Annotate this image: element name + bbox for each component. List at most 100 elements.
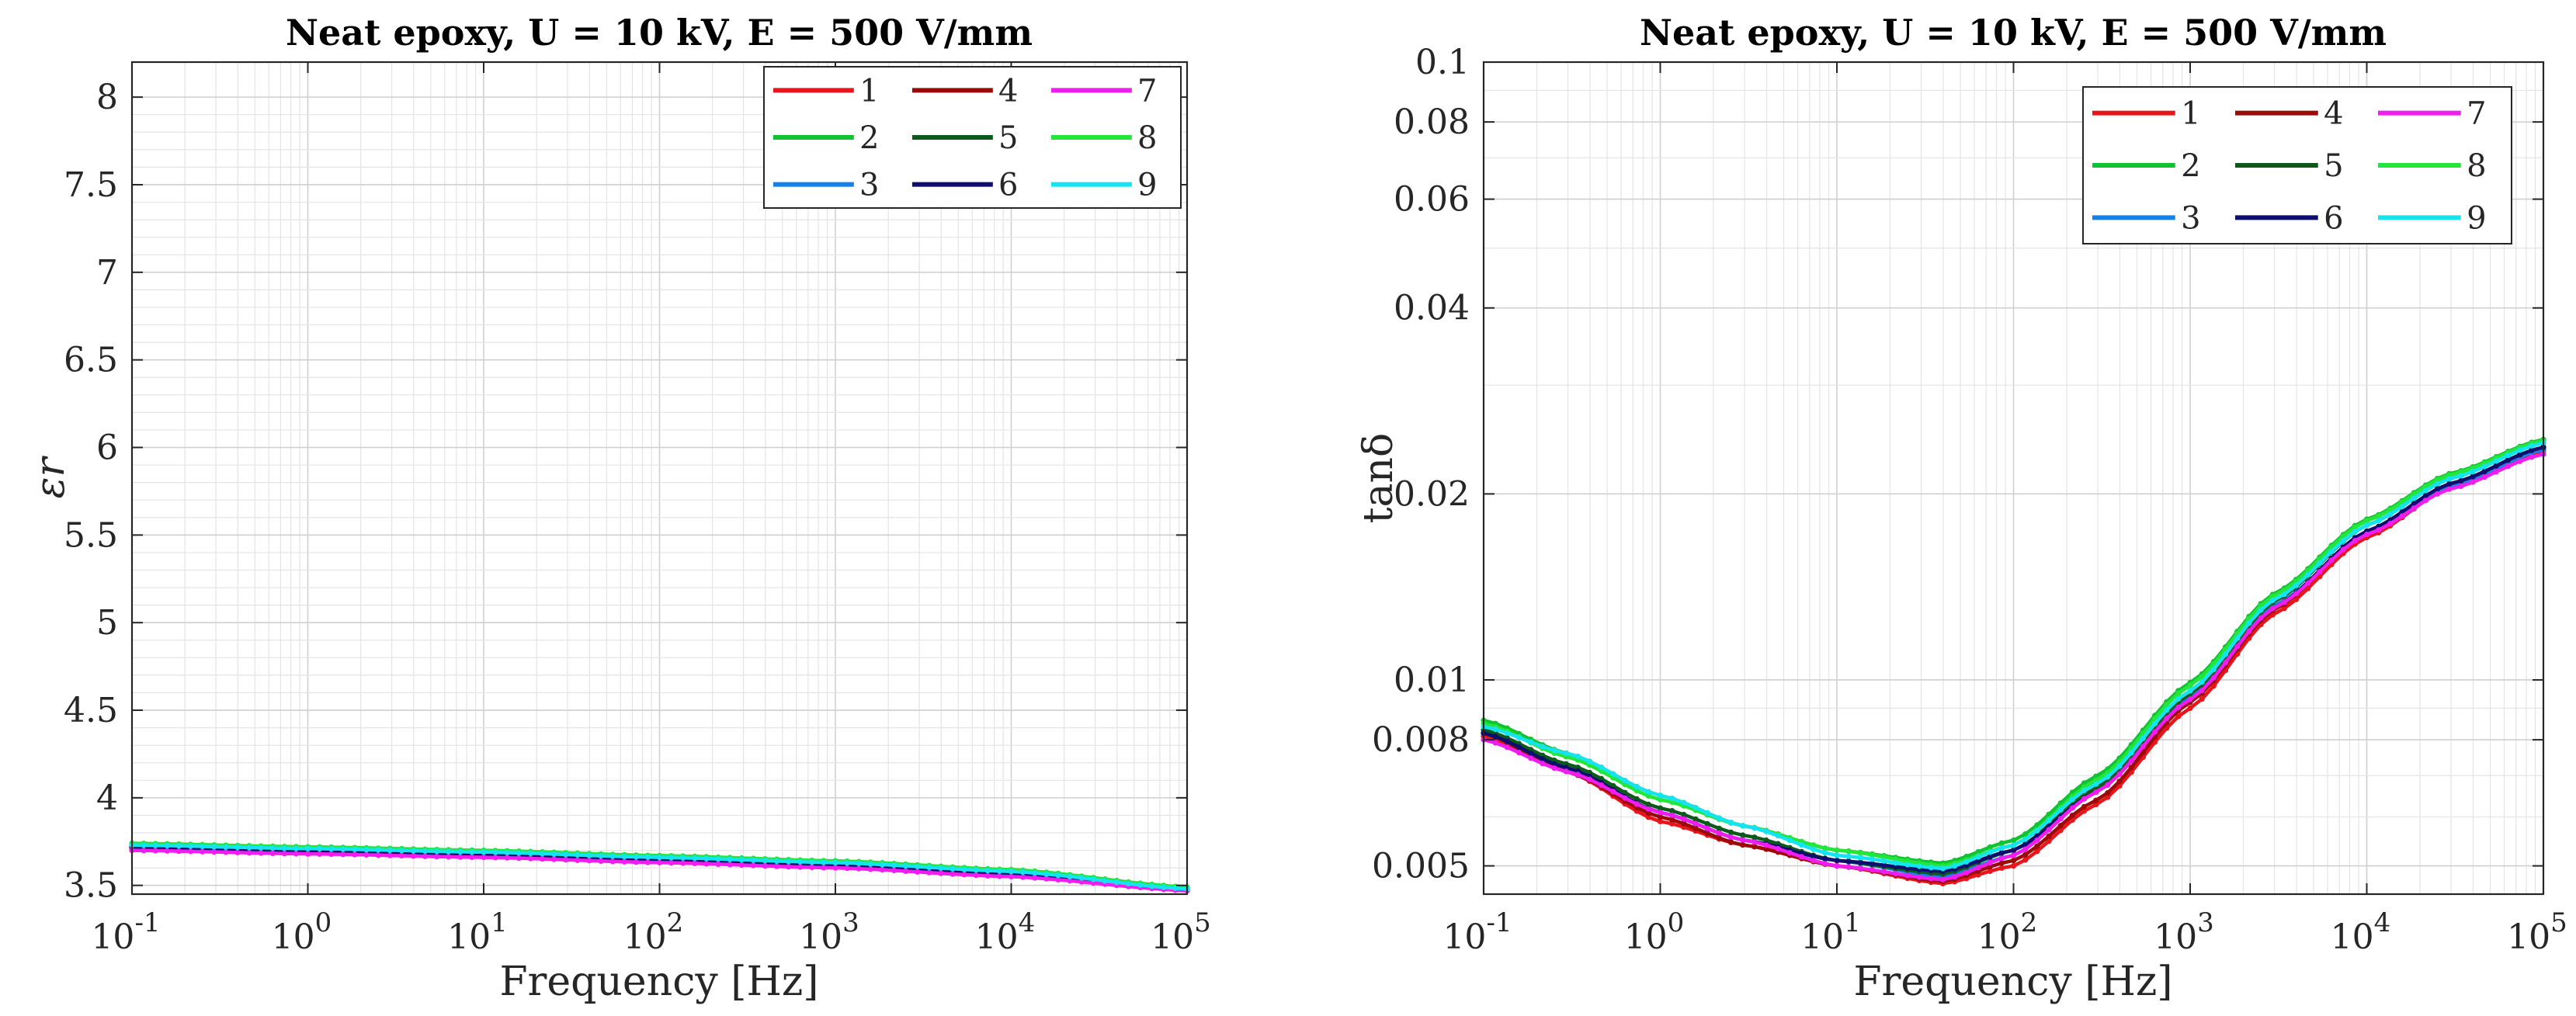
data-point [434, 854, 440, 860]
x-tick-label-base: 10 [1442, 917, 1486, 957]
data-point [2517, 447, 2523, 453]
data-point [1869, 861, 1876, 867]
data-point [1963, 858, 1970, 865]
data-point [1881, 862, 1887, 869]
data-point [1692, 816, 1699, 822]
x-tick-label-base: 10 [91, 917, 134, 957]
data-point [2034, 827, 2040, 834]
x-tick-label-exponent: 2 [2021, 907, 2038, 938]
data-point [293, 845, 299, 851]
y-tick-label: 8 [96, 78, 118, 117]
data-point [1692, 805, 1699, 811]
x-tick-label-base: 10 [1800, 917, 1844, 957]
data-point [1798, 854, 1805, 860]
data-point [903, 863, 909, 869]
data-point [2034, 837, 2040, 844]
data-point [1857, 850, 1863, 856]
y-tick-label: 0.08 [1394, 102, 1470, 142]
data-point [352, 851, 358, 858]
x-tick-label: 101 [447, 907, 508, 957]
data-point [856, 860, 862, 866]
data-point [938, 865, 944, 871]
data-point [2293, 591, 2300, 597]
data-point [915, 869, 921, 875]
data-point [1633, 784, 1640, 790]
data-point [1716, 834, 1722, 841]
data-point [809, 859, 815, 865]
data-point [551, 856, 557, 862]
data-point [996, 873, 1002, 879]
data-point [1987, 864, 1993, 870]
x-tick-label-exponent: 5 [1194, 907, 1211, 938]
chart-title-loss-tangent: Neat epoxy, U = 10 kV, E = 500 V/mm [1640, 12, 2387, 54]
data-point [1727, 820, 1734, 826]
x-tick-label-base: 10 [2331, 917, 2374, 957]
data-point [2022, 836, 2029, 842]
data-point [2305, 580, 2311, 587]
data-point [1916, 874, 1922, 880]
data-point [984, 868, 991, 874]
data-point [2529, 447, 2535, 453]
data-point [1928, 865, 1934, 871]
legend-label: 2 [859, 120, 879, 156]
legend-item: 3 [773, 168, 879, 203]
data-point [915, 863, 921, 870]
data-point [890, 862, 897, 869]
x-tick-label-exponent: 4 [1019, 907, 1036, 938]
data-point [598, 858, 604, 864]
data-point [2399, 513, 2405, 519]
data-point [1727, 829, 1734, 835]
data-point [1161, 884, 1167, 890]
x-tick-label-base: 10 [1624, 917, 1668, 957]
data-point [1515, 744, 1522, 751]
data-point [738, 857, 745, 863]
legend-item: 5 [2235, 148, 2344, 184]
data-point [1657, 810, 1664, 816]
data-point [2164, 716, 2170, 722]
data-point [2034, 848, 2040, 855]
data-point [2258, 615, 2264, 621]
data-point [563, 857, 569, 863]
data-point [2151, 729, 2158, 735]
data-point [1869, 851, 1876, 858]
data-point [1657, 805, 1664, 811]
legend-label: 3 [859, 168, 879, 203]
data-point [187, 848, 194, 855]
data-point [773, 858, 780, 864]
data-point [363, 847, 370, 853]
y-tick-label: 4.5 [64, 691, 118, 730]
data-point [2234, 643, 2241, 650]
data-point [269, 850, 276, 856]
data-point [1998, 860, 2005, 866]
data-point [152, 842, 158, 848]
data-point [609, 853, 616, 859]
panel-permittivity: 10-1 100 101 102 103 104 1053.544.555.566.577.… [27, 12, 1211, 1005]
data-point [516, 850, 522, 856]
data-point [1645, 792, 1651, 799]
data-point [692, 855, 698, 862]
data-point [1987, 849, 1993, 855]
legend-label: 9 [2467, 200, 2486, 236]
legend-label: 8 [2467, 148, 2486, 184]
data-point [2187, 696, 2193, 702]
data-point [1998, 850, 2005, 856]
x-tick-label: 103 [2154, 907, 2214, 957]
data-point [1610, 771, 1616, 777]
legend-label: 6 [2324, 200, 2343, 236]
data-point [1704, 810, 1710, 817]
data-point [223, 844, 229, 850]
legend-item: 1 [773, 73, 879, 109]
legend-item: 7 [1051, 73, 1157, 109]
data-point [1633, 788, 1640, 794]
data-point [246, 850, 252, 856]
data-point [2093, 797, 2099, 803]
legend-item: 5 [912, 120, 1018, 156]
data-point [2069, 813, 2075, 819]
data-point [2328, 549, 2335, 555]
data-point [586, 858, 592, 864]
data-point [2352, 538, 2358, 544]
data-point [2470, 469, 2476, 475]
data-point [1528, 750, 1534, 756]
data-point [1881, 854, 1887, 860]
